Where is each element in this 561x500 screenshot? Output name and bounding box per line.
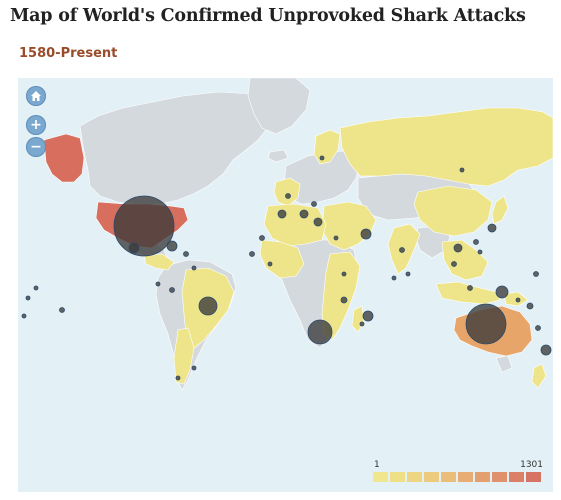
minus-icon: − xyxy=(30,139,42,155)
bubble-kenya xyxy=(341,271,347,277)
legend-swatch-1 xyxy=(373,472,388,482)
bubble-micronesia xyxy=(533,271,539,277)
scandinavia xyxy=(313,129,341,165)
bubble-caribbean xyxy=(183,251,189,257)
bubble-red-sea xyxy=(333,235,339,241)
greenland xyxy=(247,78,311,135)
bubble-maldives xyxy=(391,275,397,281)
bubble-south-africa xyxy=(307,319,333,345)
west-africa xyxy=(259,239,305,279)
legend-swatch-7 xyxy=(475,472,490,482)
caribbean-central xyxy=(143,253,175,271)
indonesia xyxy=(435,281,501,305)
bubble-solomon xyxy=(515,297,521,303)
bubble-australia xyxy=(465,303,507,345)
bubble-egypt xyxy=(313,217,323,227)
russia xyxy=(339,107,553,187)
bubble-marshall xyxy=(33,285,39,291)
bubble-indonesia xyxy=(467,285,473,291)
plus-icon: + xyxy=(30,117,42,133)
color-legend: 1 1301 xyxy=(373,460,545,486)
home-button[interactable] xyxy=(26,86,46,106)
legend-swatch-5 xyxy=(441,472,456,482)
zoom-out-button[interactable]: − xyxy=(26,137,46,157)
bubble-bahamas xyxy=(166,240,178,252)
bubble-spain xyxy=(277,209,287,219)
legend-gradient xyxy=(373,472,543,482)
map-canvas[interactable] xyxy=(18,78,553,492)
bubble-italy xyxy=(299,209,309,219)
bubble-new-zealand xyxy=(540,344,552,356)
attack-bubbles xyxy=(21,155,552,381)
china xyxy=(413,185,493,237)
bubble-mauritius xyxy=(359,321,365,327)
bubble-uk xyxy=(285,193,291,199)
legend-max-label: 1301 xyxy=(520,460,543,470)
bubble-vietnam xyxy=(451,261,457,267)
bubble-mozambique xyxy=(340,296,348,304)
legend-swatch-9 xyxy=(509,472,524,482)
bubble-chile xyxy=(175,375,181,381)
bubble-russia xyxy=(459,167,465,173)
bubble-mexico xyxy=(128,242,140,254)
bubble-samoa xyxy=(21,313,27,319)
bubble-taiwan xyxy=(477,249,483,255)
world-map[interactable]: + − 1 1301 xyxy=(18,78,553,492)
bubble-argentina xyxy=(191,365,197,371)
canada xyxy=(79,91,287,205)
bubble-tahiti xyxy=(25,295,31,301)
legend-swatch-6 xyxy=(458,472,473,482)
legend-swatch-8 xyxy=(492,472,507,482)
new-zealand xyxy=(531,363,547,389)
bubble-hawaii xyxy=(59,307,65,313)
bubble-brazil xyxy=(198,296,218,316)
bubble-papua xyxy=(495,285,509,299)
bubble-senegal xyxy=(267,261,273,267)
home-icon xyxy=(31,91,41,101)
western-europe xyxy=(273,177,301,207)
bubble-india xyxy=(399,247,405,253)
bubble-philippines xyxy=(453,243,463,253)
bubble-cape-verde xyxy=(249,251,255,257)
bubble-west-africa xyxy=(259,235,265,241)
bubble-japan xyxy=(487,223,497,233)
east-africa xyxy=(321,251,361,341)
bubble-reunion xyxy=(362,310,374,322)
legend-swatch-2 xyxy=(390,472,405,482)
chile-argentina xyxy=(173,327,195,385)
legend-swatch-4 xyxy=(424,472,439,482)
bubble-china xyxy=(473,239,479,245)
bubble-galapagos xyxy=(155,281,161,287)
bubble-peru xyxy=(169,287,175,293)
bubble-usa xyxy=(113,195,175,257)
page-title: Map of World's Confirmed Unprovoked Shar… xyxy=(10,6,526,26)
bubble-greece xyxy=(311,201,317,207)
southeast-asia xyxy=(441,239,489,281)
antarctic-islands-gray xyxy=(495,355,513,373)
bubble-new-caledonia xyxy=(535,325,541,331)
alaska xyxy=(43,133,85,183)
bubble-fiji xyxy=(526,302,534,310)
legend-swatch-10 xyxy=(526,472,541,482)
date-range-subtitle: 1580-Present xyxy=(19,46,118,61)
legend-min-label: 1 xyxy=(374,460,380,470)
legend-swatch-3 xyxy=(407,472,422,482)
iceland xyxy=(267,149,289,163)
bubble-norway xyxy=(319,155,325,161)
bubble-iran xyxy=(360,228,372,240)
zoom-in-button[interactable]: + xyxy=(26,115,46,135)
bubble-sri-lanka xyxy=(405,271,411,277)
japan xyxy=(491,195,509,225)
bubble-venezuela xyxy=(191,265,197,271)
